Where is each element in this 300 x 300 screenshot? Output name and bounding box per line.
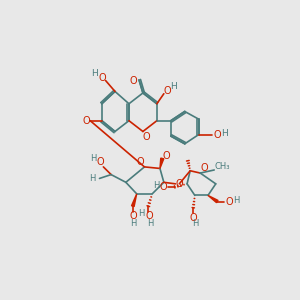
- Text: O: O: [163, 86, 171, 96]
- Text: H: H: [147, 219, 153, 228]
- Text: H: H: [233, 196, 239, 205]
- Text: O: O: [200, 164, 208, 173]
- Text: H: H: [153, 181, 159, 190]
- Text: O: O: [130, 76, 137, 86]
- Text: CH₃: CH₃: [214, 162, 230, 171]
- Text: H: H: [89, 174, 96, 183]
- Text: H: H: [90, 154, 97, 163]
- Text: H: H: [170, 82, 176, 91]
- Text: O: O: [129, 211, 136, 221]
- Polygon shape: [208, 195, 218, 203]
- Polygon shape: [131, 194, 137, 207]
- Text: O: O: [82, 116, 90, 126]
- Text: O: O: [143, 132, 151, 142]
- Text: H: H: [130, 219, 137, 228]
- Text: H: H: [138, 208, 145, 217]
- Text: O: O: [176, 179, 183, 189]
- Polygon shape: [160, 158, 164, 168]
- Text: O: O: [225, 196, 233, 206]
- Text: O: O: [98, 73, 106, 82]
- Text: O: O: [145, 211, 153, 221]
- Text: H: H: [192, 219, 198, 228]
- Text: O: O: [214, 130, 221, 140]
- Text: H: H: [92, 69, 98, 78]
- Text: H: H: [221, 128, 228, 137]
- Text: O: O: [190, 213, 197, 223]
- Text: O: O: [162, 151, 170, 161]
- Text: O: O: [97, 157, 104, 167]
- Text: O: O: [137, 157, 144, 166]
- Text: O: O: [159, 182, 167, 192]
